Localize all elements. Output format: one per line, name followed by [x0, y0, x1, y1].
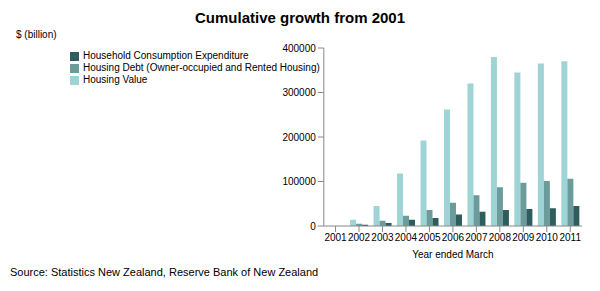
- svg-text:2007: 2007: [465, 232, 488, 243]
- svg-text:2005: 2005: [418, 232, 441, 243]
- svg-text:2011: 2011: [560, 232, 582, 243]
- html-text:Source: Statistics New Zealand: Source: Statistics New Zealand, Reserve …: [10, 266, 319, 278]
- svg-text:0: 0: [310, 221, 316, 232]
- html-text:$ (billion): $ (billion): [16, 29, 57, 40]
- html-text:Household Consumption Expendit: Household Consumption Expenditure: [83, 50, 249, 61]
- html-text:Housing Debt (Owner-occupied a: Housing Debt (Owner-occupied and Rented …: [83, 62, 320, 73]
- svg-text:200000: 200000: [282, 132, 316, 143]
- svg-text:2004: 2004: [395, 232, 418, 243]
- svg-text:400000: 400000: [282, 43, 316, 54]
- svg-text:2009: 2009: [512, 232, 535, 243]
- svg-text:2003: 2003: [371, 232, 394, 243]
- svg-text:300000: 300000: [282, 87, 316, 98]
- svg-text:2010: 2010: [536, 232, 559, 243]
- svg-text:2006: 2006: [442, 232, 465, 243]
- svg-text:2008: 2008: [489, 232, 512, 243]
- html-text:Housing Value: Housing Value: [83, 74, 148, 85]
- svg-text:100000: 100000: [282, 176, 316, 187]
- svg-text:2002: 2002: [348, 232, 371, 243]
- svg-text:Year ended March: Year ended March: [412, 249, 493, 260]
- html-text:Cumulative growth from 2001: Cumulative growth from 2001: [195, 9, 405, 26]
- svg-text:2001: 2001: [324, 232, 347, 243]
